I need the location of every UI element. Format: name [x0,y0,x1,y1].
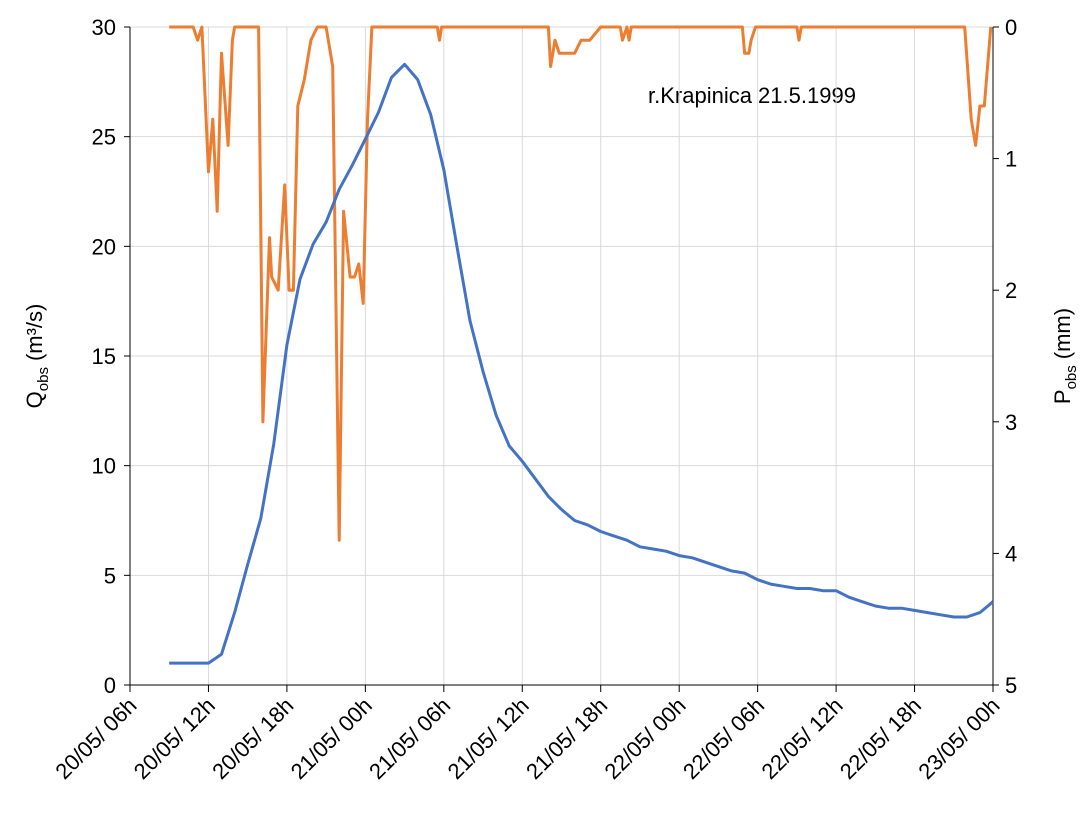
data-line [169,25,993,542]
y-tick-label: 20 [92,234,116,259]
x-tick-label: 21/05/ 06h [364,693,455,784]
x-tick-label: 20/05/ 12h [129,693,220,784]
y2-tick-label: 2 [1005,278,1017,303]
y2-tick-label: 3 [1005,410,1017,435]
annotation: r.Krapinica 21.5.1999 [648,83,856,108]
y-tick-label: 10 [92,454,116,479]
x-tick-label: 20/05/ 06h [50,693,141,784]
y2-axis-title: Pobs (mm) [1050,308,1080,404]
y2-tick-label: 4 [1005,541,1017,566]
x-tick-label: 22/05/ 12h [756,693,847,784]
y-tick-label: 5 [104,563,116,588]
x-tick-label: 22/05/ 06h [678,693,769,784]
x-tick-label: 23/05/ 00h [913,693,1004,784]
x-tick-label: 21/05/ 18h [521,693,612,784]
x-tick-label: 21/05/ 00h [286,693,377,784]
x-tick-label: 20/05/ 18h [207,693,298,784]
y2-axis-title-main: P [1050,389,1075,404]
y-tick-label: 0 [104,673,116,698]
x-tick-label: 22/05/ 18h [835,693,926,784]
y2-tick-label: 5 [1005,673,1017,698]
y2-axis-title-sub: obs [1063,365,1080,389]
data-line [169,62,994,665]
y-tick-label: 25 [92,125,116,150]
y-axis-title-main: Q [22,391,47,408]
y-axis-title: Qobs (m³/s) [22,304,52,409]
y-tick-label: 15 [92,344,116,369]
y2-tick-label: 0 [1005,15,1017,40]
y-axis-title-unit: (m³/s) [22,304,47,361]
x-tick-label: 21/05/ 12h [443,693,534,784]
y2-tick-label: 1 [1005,147,1017,172]
y-tick-label: 30 [92,15,116,40]
x-tick-label: 22/05/ 00h [600,693,691,784]
y2-axis-title-unit: (mm) [1050,308,1075,359]
y-axis-title-sub: obs [35,367,52,391]
